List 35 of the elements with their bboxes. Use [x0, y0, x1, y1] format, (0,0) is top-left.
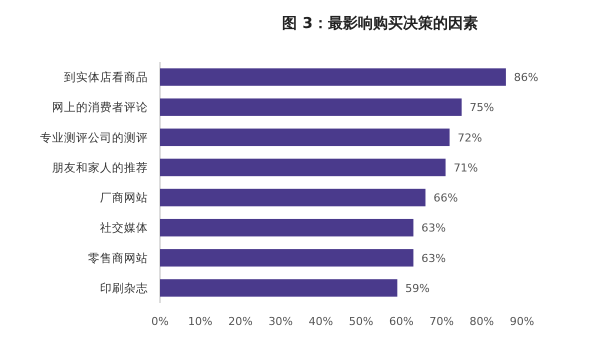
bar: [160, 68, 506, 86]
x-tick-label: 30%: [268, 315, 293, 328]
x-tick-label: 40%: [308, 315, 334, 328]
x-tick-label: 10%: [188, 315, 212, 328]
y-tick-label: 到实体店看商品: [64, 70, 148, 84]
bar: [160, 188, 426, 206]
chart-title: 图 3：最影响购买决策的因素: [282, 14, 478, 32]
data-label: 59%: [405, 282, 430, 295]
data-label: 63%: [421, 252, 446, 265]
x-tick-label: 50%: [348, 315, 374, 328]
bar: [160, 249, 414, 267]
y-tick-label: 印刷杂志: [100, 280, 148, 295]
data-label: 63%: [421, 222, 446, 235]
data-label: 71%: [454, 161, 478, 174]
x-tick-label: 80%: [470, 315, 494, 328]
x-tick-label: 20%: [228, 315, 253, 328]
bar: [160, 218, 414, 236]
data-label: 72%: [458, 131, 482, 144]
x-tick-label: 0%: [151, 315, 169, 328]
data-label: 66%: [433, 192, 458, 205]
x-tick-label: 60%: [389, 315, 414, 328]
y-tick-label: 社交媒体: [100, 220, 148, 235]
bar: [160, 158, 446, 176]
bar: [160, 98, 462, 116]
bar: [160, 128, 450, 146]
x-tick-label: 90%: [510, 315, 534, 328]
data-label: 75%: [470, 101, 494, 114]
y-tick-label: 零售商网站: [88, 250, 148, 265]
data-label: 86%: [514, 71, 538, 84]
bar: [160, 279, 398, 297]
y-tick-label: 网上的消费者评论: [52, 100, 148, 114]
y-tick-label: 朋友和家人的推荐: [52, 160, 148, 174]
x-tick-label: 70%: [429, 315, 454, 328]
y-tick-label: 专业测评公司的测评: [40, 130, 148, 144]
y-tick-label: 厂商网站: [100, 190, 148, 205]
